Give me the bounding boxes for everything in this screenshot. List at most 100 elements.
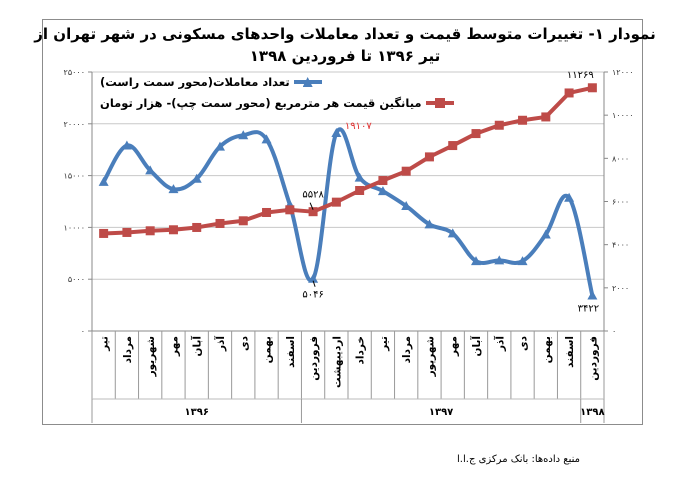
- data-point-price: [378, 176, 388, 186]
- category-label: فروردین: [308, 336, 320, 381]
- data-point-transactions: [238, 130, 249, 140]
- data-point-transactions: [98, 176, 109, 186]
- chart-title-line2: تیر ۱۳۹۶ تا فروردین ۱۳۹۸: [249, 47, 441, 65]
- category-label: شهریور: [424, 336, 436, 377]
- data-point-price: [145, 226, 155, 236]
- legend-item-price: میانگین قیمت هر مترمربع (محور سمت چپ)- ه…: [100, 96, 454, 110]
- data-point-transactions: [424, 219, 435, 229]
- data-point-price: [192, 222, 202, 232]
- chart-frame: [42, 19, 643, 425]
- data-point-transactions: [587, 290, 598, 300]
- year-label: ۱۳۹۸: [580, 407, 604, 418]
- data-point-price: [355, 185, 365, 195]
- category-label: بهمن: [541, 336, 553, 363]
- data-point-transactions: [145, 165, 156, 175]
- category-label: خرداد: [355, 336, 367, 364]
- category-label: آبان: [191, 336, 204, 357]
- left-axis-tick-label: ۰: [81, 327, 85, 336]
- category-label: دی: [518, 335, 530, 351]
- data-label: ۳۴۲۲: [578, 304, 599, 315]
- data-point-transactions: [261, 134, 272, 144]
- data-point-price: [238, 216, 248, 226]
- data-point-price: [308, 207, 318, 217]
- data-point-transactions: [121, 140, 132, 150]
- category-label: مهر: [448, 336, 460, 357]
- data-point-transactions: [540, 229, 551, 239]
- chart-title-line1: نمودار ۱- تغییرات متوسط قیمت و تعداد معا…: [34, 25, 656, 43]
- right-axis-tick-label: ۱۲۰۰۰: [612, 68, 633, 77]
- data-point-price: [448, 141, 458, 151]
- right-axis-tick-label: ۴۰۰۰: [612, 241, 629, 250]
- category-label: آبان: [470, 336, 483, 357]
- left-axis-tick-label: ۵۰۰۰: [68, 275, 85, 284]
- data-point-price: [122, 227, 132, 237]
- data-point-price: [401, 166, 411, 176]
- data-point-transactions: [471, 256, 481, 266]
- left-axis-tick-label: ۱۰۰۰۰: [64, 223, 85, 232]
- category-label: آذر: [493, 336, 506, 352]
- right-axis-tick-label: ۶۰۰۰: [612, 198, 629, 207]
- data-point-transactions: [331, 128, 342, 138]
- left-axis-tick-label: ۲۵۰۰۰: [64, 68, 85, 77]
- data-point-price: [99, 228, 109, 238]
- data-point-price: [494, 120, 504, 130]
- legend-item-transactions: تعداد معاملات(محور سمت راست): [100, 75, 322, 89]
- year-label: ۱۳۹۶: [185, 407, 209, 418]
- series-line-transactions: [101, 127, 595, 297]
- data-point-transactions: [564, 192, 575, 202]
- right-axis-tick-label: ۰: [612, 327, 616, 336]
- data-point-transactions: [191, 173, 202, 183]
- data-point-price: [285, 205, 295, 215]
- data-point-price: [424, 152, 434, 162]
- category-label: مرداد: [122, 336, 134, 363]
- data-point-transactions: [377, 186, 388, 196]
- data-point-transactions: [517, 256, 528, 266]
- data-point-price: [587, 83, 597, 93]
- data-point-price: [168, 225, 178, 235]
- data-point-transactions: [447, 228, 458, 238]
- category-label: مهر: [168, 336, 180, 357]
- data-point-price: [262, 207, 272, 217]
- data-point-transactions: [168, 184, 179, 194]
- legend-label-price: میانگین قیمت هر مترمربع (محور سمت چپ)- ه…: [100, 96, 422, 110]
- right-axis-tick-label: ۲۰۰۰: [612, 284, 629, 293]
- data-label: ۱۱۲۶۹: [567, 70, 594, 81]
- data-point-transactions: [401, 201, 412, 211]
- category-label: تیر: [99, 336, 111, 352]
- category-label: دی: [238, 335, 250, 351]
- year-label: ۱۳۹۷: [429, 407, 453, 418]
- category-label: اسفند: [564, 336, 576, 368]
- data-label: ۵۵۲۸: [302, 190, 324, 201]
- data-point-price: [518, 115, 528, 125]
- data-point-price: [331, 197, 341, 207]
- data-point-transactions: [308, 273, 319, 283]
- source-note: منبع داده‌ها: بانک مرکزی ج.ا.ا: [457, 454, 580, 465]
- category-label: فروردین: [587, 336, 599, 381]
- left-axis-tick-label: ۲۰۰۰۰: [64, 120, 85, 129]
- category-label: بهمن: [262, 336, 274, 363]
- legend-label-transactions: تعداد معاملات(محور سمت راست): [100, 75, 290, 89]
- data-point-transactions: [215, 141, 225, 151]
- category-label: آذر: [214, 336, 227, 352]
- data-point-transactions: [354, 172, 365, 182]
- left-axis-tick-label: ۱۵۰۰۰: [64, 172, 85, 181]
- data-point-transactions: [494, 255, 505, 265]
- category-label: مرداد: [401, 336, 413, 363]
- data-point-price: [471, 129, 481, 139]
- right-axis-tick-label: ۱۰۰۰۰: [612, 111, 633, 120]
- category-label: اردیبهشت: [331, 336, 343, 388]
- data-label-leader: [309, 202, 314, 210]
- data-point-price: [564, 88, 574, 98]
- data-label-leader: [312, 280, 316, 287]
- data-point-price: [541, 112, 551, 122]
- category-label: تیر: [378, 336, 390, 352]
- data-label: ۵۰۴۶: [302, 290, 323, 301]
- series-line-price: [103, 85, 593, 236]
- legend-swatch-blue: [293, 77, 322, 87]
- data-point-price: [215, 218, 225, 228]
- data-label: ۱۹۱۰۷: [345, 121, 372, 132]
- category-label: اسفند: [285, 336, 297, 368]
- right-axis-tick-label: ۸۰۰۰: [612, 154, 629, 163]
- category-label: شهریور: [145, 336, 157, 377]
